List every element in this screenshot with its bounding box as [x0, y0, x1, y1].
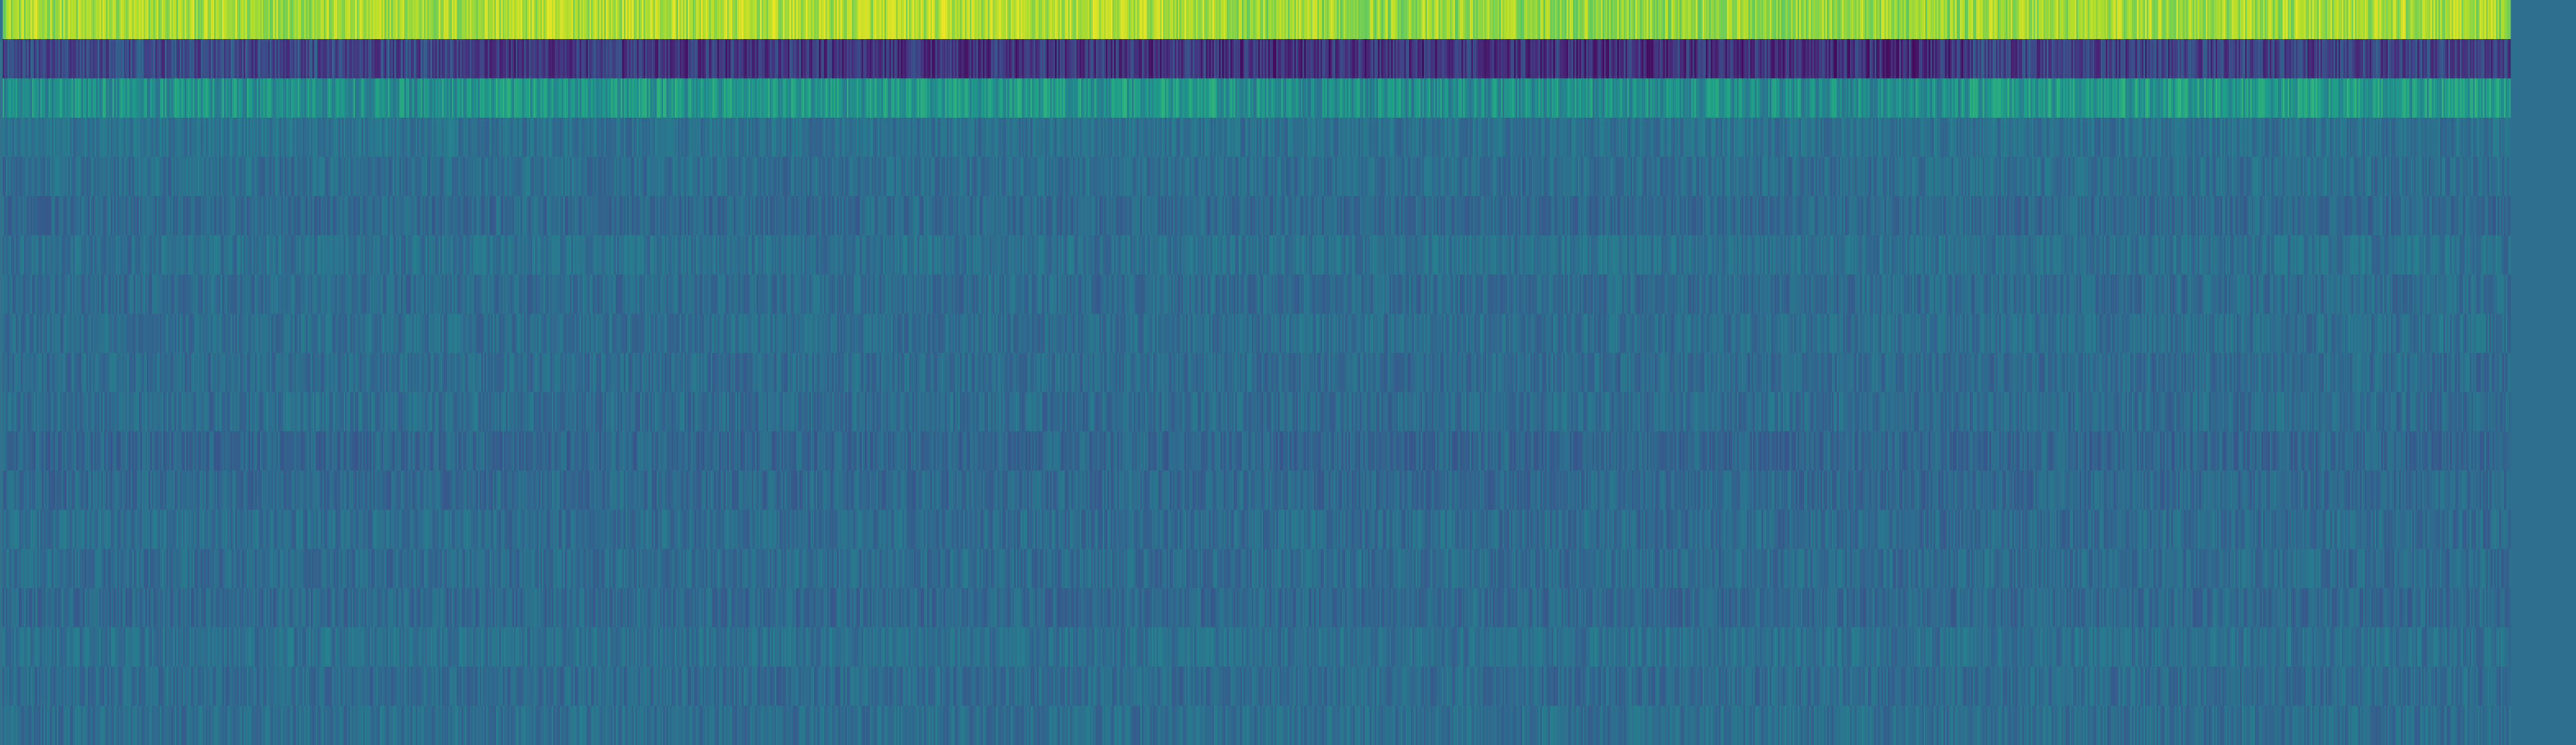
- heatmap-cell-grid: [0, 0, 2576, 745]
- heatmap-cells: [0, 0, 2576, 745]
- heatmap-plot: [0, 0, 2576, 745]
